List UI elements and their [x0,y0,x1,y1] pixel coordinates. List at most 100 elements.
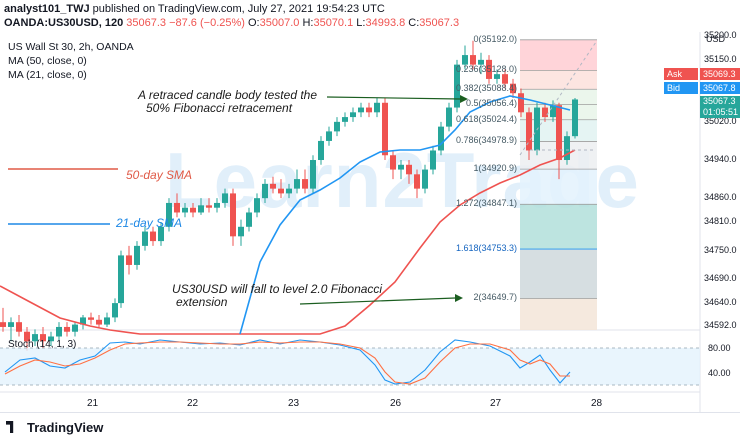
symbol-label[interactable]: OANDA:US30USD, 120 [4,17,124,29]
candle-up [454,64,460,108]
candle-down [390,155,396,170]
legend-ma50[interactable]: MA (50, close, 0) [8,55,87,67]
candle-down [126,255,132,265]
bid-price: 35067.8 [700,82,740,94]
price-tick: 34940.0 [704,154,737,164]
candle-up [8,322,14,327]
price-tick: 34860.0 [704,192,737,203]
legend-title[interactable]: US Wall St 30, 2h, OANDA [8,41,134,53]
stoch-label[interactable]: Stoch (14, 1, 3) [8,339,77,350]
fib-level-label: 1.272(34847.1) [455,198,517,209]
publisher-name[interactable]: analyst101_TWJ [4,3,90,15]
candle-up [222,193,228,203]
candle-up [254,198,260,213]
legend-ma21[interactable]: MA (21, close, 0) [8,69,87,81]
price-tick: 34640.0 [704,297,737,308]
candle-down [206,205,212,208]
price-tick: 34810.0 [704,216,737,227]
candle-down [150,231,156,242]
price-change: −87.6 (−0.25%) [169,17,245,29]
candle-down [96,319,102,325]
high-label: H: [302,17,314,29]
tradingview-logo[interactable]: TradingView [6,420,103,435]
candle-down [270,183,276,189]
published-text: published on TradingView.com, July 27, 2… [92,3,385,15]
bid-label: Bid [664,82,698,94]
extension-text-2: extension [176,295,228,309]
extension-annotation: US30USD will fall to level 2.0 Fibonacci… [172,283,382,309]
price-axis[interactable]: USD [700,32,740,412]
price-tick: 34690.0 [704,273,737,284]
last-price-tag: 35067.3 01:05:51 [700,96,740,118]
candle-up [358,107,364,113]
fib-level-label: 1(34920.9) [473,163,517,174]
candle-up [438,126,444,151]
candle-up [326,131,332,141]
time-tick-22: 22 [187,398,199,409]
candle-down [64,326,70,332]
candle-up [564,136,570,161]
candle-down [278,188,284,194]
candle-up [350,112,356,118]
stoch-tick-80: 80.00 [708,343,731,353]
candle-down [230,193,236,237]
candle-down [190,207,196,213]
candle-up [246,212,252,227]
ask-label: Ask [664,68,698,80]
candle-down [88,317,94,320]
time-tick-27: 27 [490,398,502,409]
close-value: 35067.3 [419,17,460,29]
extension-arrow [299,297,456,305]
candle-up [198,205,204,213]
last-price-value: 35067.3 [703,96,736,106]
candle-down [526,112,532,151]
ma50-line [0,149,576,335]
low-value: 34993.8 [365,17,406,29]
candle-down [40,334,46,342]
candle-down [510,83,516,94]
sma21-label: 21-day SMA [116,216,183,230]
candle-up [72,324,78,332]
projection-line [519,41,597,156]
fib-level-label: 0(35192.0) [473,33,517,44]
footer: TradingView [0,412,740,442]
fib-level-label: 0.786(34978.9) [455,135,517,146]
candle-up [166,202,172,227]
retrace-text-1: A retraced candle body tested the [138,88,318,102]
ask-price: 35069.3 [700,68,740,80]
fib-level-label: 2(34649.7) [473,292,517,303]
time-tick-26: 26 [390,398,402,409]
indicator-legend: US Wall St 30, 2h, OANDA MA (50, close, … [8,40,134,82]
retrace-arrow-head [460,95,468,103]
candle-down [24,331,30,342]
candle-up [572,99,578,137]
retrace-text-2: 50% Fibonacci retracement [146,101,293,115]
time-tick-23: 23 [288,398,300,409]
fib-level-label: 0.5(35056.4) [465,98,517,109]
candle-up [32,334,38,342]
candle-up [430,150,436,170]
open-value: 35007.0 [259,17,300,29]
candle-down [406,164,412,175]
candle-up [374,102,380,113]
candle-up [446,107,452,127]
high-value: 35070.1 [313,17,354,29]
candle-down [518,93,524,113]
candle-down [302,179,308,189]
fib-zone [520,249,597,299]
axis-currency: USD [706,34,726,44]
candle-up [104,317,110,325]
candle-down [414,174,420,189]
candle-up [494,74,500,79]
fibonacci-zones [520,39,597,330]
candle-up [118,255,124,304]
chart-header: analyst101_TWJ published on TradingView.… [0,0,740,32]
candle-up [422,169,428,189]
candle-up [134,245,140,265]
tradingview-logo-icon [6,421,14,433]
candle-up [214,202,220,208]
candle-up [294,179,300,189]
candle-up [342,117,348,122]
candle-down [502,74,508,84]
